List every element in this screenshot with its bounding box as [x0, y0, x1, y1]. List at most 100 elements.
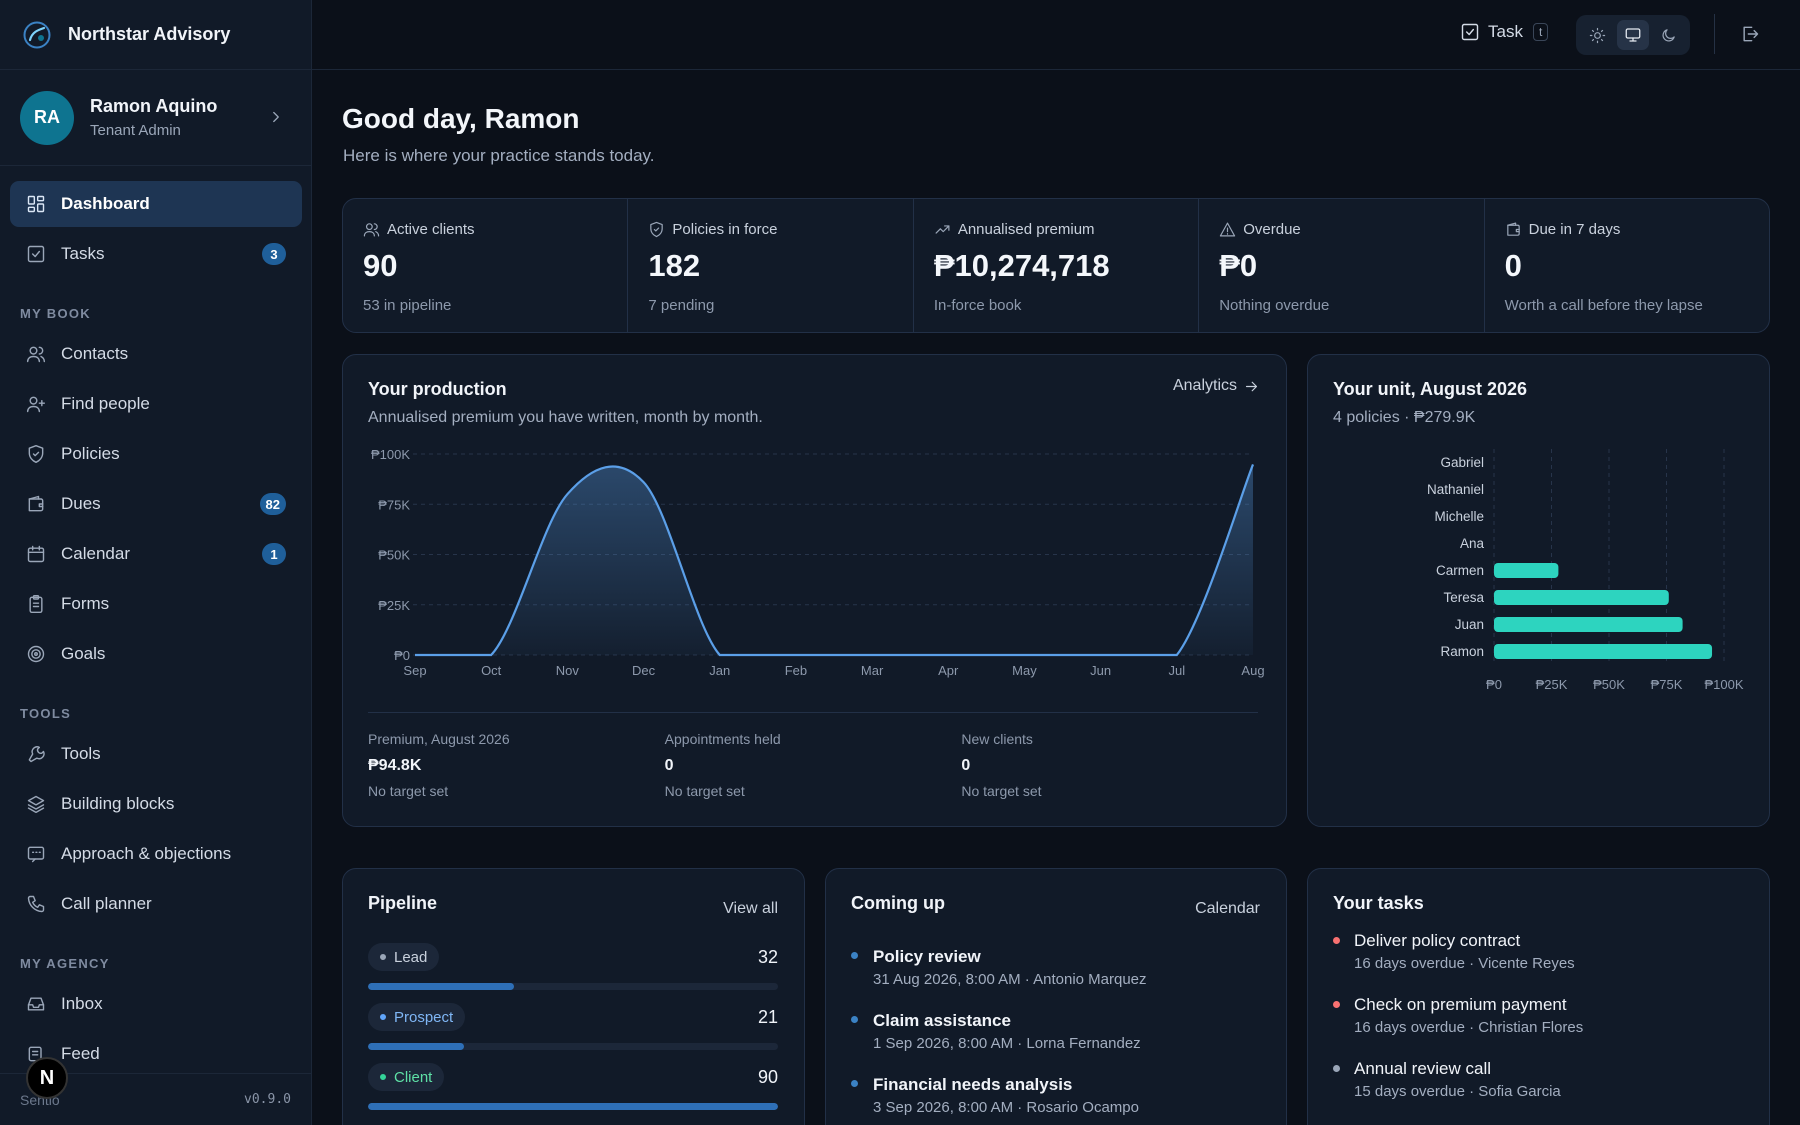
tasks-title: Your tasks: [1333, 893, 1424, 913]
sidebar-item-tasks[interactable]: Tasks 3: [10, 231, 302, 277]
your-tasks-card: Your tasks Deliver policy contract 16 day…: [1307, 868, 1770, 1125]
list-item[interactable]: Claim assistance 1 Sep 2026, 8:00 AM · L…: [851, 1011, 1251, 1052]
dues-count-badge: 82: [259, 493, 286, 515]
light-theme-button[interactable]: [1582, 20, 1614, 50]
header-divider: [1714, 14, 1715, 54]
kpi-active-clients[interactable]: Active clients 90 53 in pipeline: [343, 199, 629, 332]
dark-theme-button[interactable]: [1652, 20, 1684, 50]
kpi-due-in-7-days[interactable]: Due in 7 days 0 Worth a call before they…: [1485, 199, 1769, 332]
analytics-link[interactable]: Analytics: [1173, 377, 1260, 395]
wrench-icon: [28, 746, 45, 763]
analytics-link-label: Analytics: [1172, 377, 1237, 394]
task-item[interactable]: Check on premium payment 16 days overdue …: [1333, 995, 1753, 1036]
x-tick-label: Oct: [481, 663, 502, 678]
metric-new-clients: New clients 0 No target set: [961, 731, 1258, 799]
tasks-icon: [27, 245, 45, 263]
pipeline-stage-lead[interactable]: Lead 32: [368, 943, 778, 990]
x-tick-label: ₱75K: [1651, 677, 1683, 692]
sidebar-item-tools[interactable]: Tools: [10, 731, 302, 777]
user-role: Tenant Admin: [90, 122, 181, 139]
sidebar-item-feed[interactable]: Feed: [10, 1031, 302, 1077]
kpi-sub: 53 in pipeline: [363, 297, 452, 314]
task-item[interactable]: Deliver policy contract 16 days overdue ·…: [1333, 931, 1753, 972]
event-sub: 3 Sep 2026, 8:00 AM · Rosario Ocampo: [873, 1099, 1139, 1116]
unit-chart: ₱0 ₱25K ₱50K ₱75K ₱100K Gabriel Nathaniel Miche…: [1427, 449, 1744, 692]
metric-sub: No target set: [961, 783, 1042, 799]
logout-button[interactable]: [1740, 24, 1760, 44]
sidebar-item-label: Building blocks: [61, 794, 175, 813]
kpi-strip: Active clients 90 53 in pipeline Policie…: [342, 198, 1770, 333]
kpi-value: 0: [1504, 248, 1522, 283]
sidebar-item-goals[interactable]: Goals: [10, 631, 302, 677]
calendar-count-badge: 1: [262, 543, 286, 565]
sidebar-item-calendar[interactable]: Calendar 1: [10, 531, 302, 577]
contacts-icon: [26, 346, 46, 363]
list-item[interactable]: Policy review 31 Aug 2026, 8:00 AM · Ant…: [851, 947, 1251, 988]
task-sub: 16 days overdue · Vicente Reyes: [1354, 955, 1575, 972]
sidebar-item-find-people[interactable]: Find people: [10, 381, 302, 427]
event-dot: [851, 1080, 858, 1087]
stage-fill: [368, 983, 514, 990]
sidebar-item-dues[interactable]: Dues 82: [10, 481, 302, 527]
view-all-link[interactable]: View all: [723, 900, 778, 917]
sidebar-item-label: Calendar: [61, 544, 130, 563]
kpi-policies-in-force[interactable]: Policies in force 182 7 pending: [628, 199, 914, 332]
stage-dot: [380, 954, 386, 960]
kpi-overdue[interactable]: Overdue ₱0 Nothing overdue: [1199, 199, 1485, 332]
sidebar-item-policies[interactable]: Policies: [10, 431, 302, 477]
sidebar-item-inbox[interactable]: Inbox: [10, 981, 302, 1027]
sidebar-item-label: Inbox: [61, 994, 103, 1013]
x-tick-label: Jul: [1169, 663, 1186, 678]
calendar-link[interactable]: Calendar: [1195, 900, 1260, 917]
x-tick-label: ₱50K: [1593, 677, 1625, 692]
new-task-button[interactable]: Task t: [1460, 22, 1549, 42]
sidebar-item-call-planner[interactable]: Call planner: [10, 881, 302, 927]
sun-icon: [1589, 27, 1606, 43]
production-line: [414, 464, 1255, 657]
bar-ramon: [1494, 644, 1713, 659]
sidebar-item-building-blocks[interactable]: Building blocks: [10, 781, 302, 827]
user-card[interactable]: RA Ramon Aquino Tenant Admin: [0, 70, 311, 166]
event-sub: 1 Sep 2026, 8:00 AM · Lorna Fernandez: [873, 1035, 1141, 1052]
task-status-dot: [1333, 937, 1340, 944]
list-item[interactable]: Financial needs analysis 3 Sep 2026, 8:0…: [851, 1075, 1251, 1116]
layers-icon: [27, 795, 45, 814]
tasks-count-badge: 3: [262, 243, 286, 265]
kpi-annualised-premium[interactable]: Annualised premium ₱10,274,718 In-force …: [914, 199, 1200, 332]
unit-subtitle: 4 policies · ₱279.9K: [1333, 409, 1476, 426]
metric-label: Premium, August 2026: [368, 731, 510, 747]
sidebar-item-approach-objections[interactable]: Approach & objections: [10, 831, 302, 877]
event-dot: [851, 952, 858, 959]
pipeline-stage-prospect[interactable]: Prospect 21: [368, 1003, 778, 1050]
task-item[interactable]: Annual review call 15 days overdue · Sofi…: [1333, 1059, 1753, 1100]
kpi-label: Annualised premium: [957, 221, 1095, 238]
brand[interactable]: Northstar Advisory: [0, 0, 311, 70]
stage-count: 32: [757, 947, 778, 967]
x-tick-label: Jun: [1090, 663, 1111, 678]
y-tick-label: ₱75K: [378, 497, 410, 512]
sidebar-item-dashboard[interactable]: Dashboard: [10, 181, 302, 227]
avatar: RA: [20, 90, 74, 145]
metric-premium: Premium, August 2026 ₱94.8K No target se…: [368, 731, 665, 799]
x-tick-label: Sep: [403, 663, 426, 678]
x-tick-label: Jan: [709, 663, 730, 678]
kpi-sub: 7 pending: [648, 297, 715, 314]
event-title: Financial needs analysis: [873, 1075, 1073, 1094]
stage-track: [368, 983, 778, 990]
y-tick-label: ₱100K: [371, 447, 410, 462]
sidebar-item-contacts[interactable]: Contacts: [10, 331, 302, 377]
event-sub: 31 Aug 2026, 8:00 AM · Antonio Marquez: [873, 971, 1147, 988]
system-theme-button[interactable]: [1616, 20, 1649, 50]
wallet-icon: [1506, 222, 1520, 236]
metric-sub: No target set: [664, 783, 745, 799]
task-status-dot: [1333, 1001, 1340, 1008]
sidebar-item-forms[interactable]: Forms: [10, 581, 302, 627]
stage-count: 21: [757, 1007, 778, 1027]
kpi-label: Policies in force: [672, 221, 778, 238]
sidebar-item-label: Forms: [61, 594, 110, 613]
dev-tools-button[interactable]: N: [26, 1057, 68, 1099]
unit-title: Your unit, August 2026: [1333, 379, 1528, 399]
sidebar-item-label: Dues: [61, 494, 101, 513]
pipeline-stage-client[interactable]: Client 90: [368, 1063, 778, 1110]
section-label-my-agency: MY AGENCY: [20, 956, 110, 971]
